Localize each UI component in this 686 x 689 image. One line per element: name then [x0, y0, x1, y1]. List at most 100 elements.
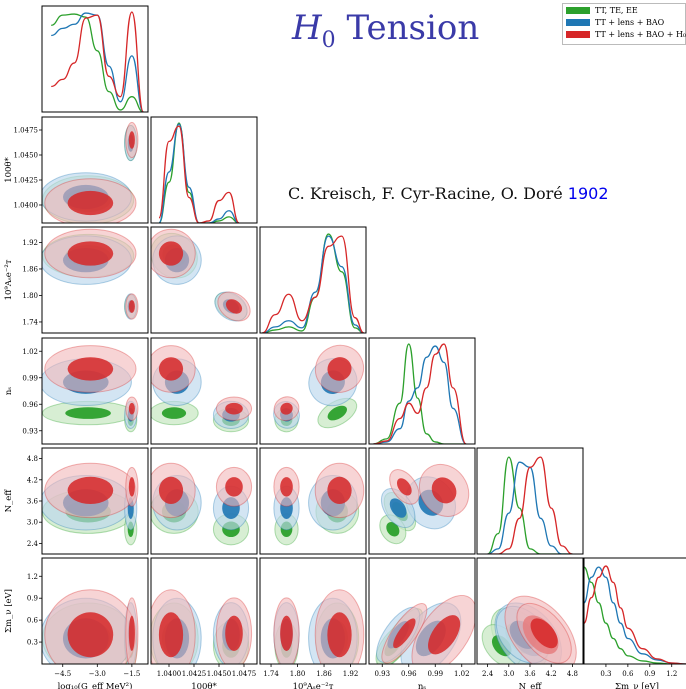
- x-tick-label: 4.2: [546, 670, 557, 678]
- marginal-curve-1: [584, 566, 686, 664]
- marginal-curve-2: [487, 456, 573, 554]
- y-tick-label: 1.0450: [14, 152, 39, 160]
- author-credit: C. Kreisch, F. Cyr-Racine, O. Doré 1902: [288, 184, 609, 203]
- contour-inner-4: [327, 476, 352, 505]
- marginal-curve-2: [584, 565, 686, 664]
- panel-2-2: [259, 226, 367, 334]
- y-tick-label: 1.0400: [14, 202, 39, 210]
- legend-label-blue: TT + lens + BAO: [595, 17, 665, 27]
- y-tick-label: 2.4: [27, 540, 39, 548]
- y-axis-label: nₛ: [4, 387, 14, 395]
- panel-4-2: [259, 447, 367, 555]
- panel-1-1: [150, 116, 258, 224]
- contour-inner-5: [280, 402, 293, 415]
- y-tick-label: 0.99: [22, 374, 38, 382]
- contour-inner-5: [225, 477, 243, 497]
- y-tick-label: 3.0: [27, 519, 38, 527]
- x-tick-label: 0.3: [600, 670, 611, 678]
- y-axis-label: N_eff: [4, 489, 14, 513]
- panel-3-0: 0.93 0.96 0.99 1.02 nₛ: [4, 337, 149, 445]
- panel-0-0: [41, 5, 149, 113]
- legend-swatch-blue: [566, 18, 590, 26]
- panel-1-0: 1.0400 1.0425 1.0450 1.0475 100θ*: [4, 116, 149, 224]
- contour-inner-5: [128, 477, 135, 497]
- panel-5-0: −4.5 −3.0 −1.5 log₁₀(G_eff MeV²) 0.3 0.6 0.9 1.…: [4, 557, 149, 689]
- panel-4-4: [476, 447, 584, 555]
- contour-inner-4: [67, 476, 114, 505]
- legend-entry-red: TT + lens + BAO + H₀: [563, 28, 686, 40]
- y-tick-label: 1.02: [22, 348, 38, 356]
- panel-5-2: 1.74 1.80 1.86 1.92 10⁹Aₛe⁻²ᴛ: [259, 557, 367, 689]
- marginal-curve-0: [51, 13, 144, 112]
- contour-inner-3: [389, 498, 407, 518]
- panel-frame: [368, 447, 476, 555]
- panel-3-1: [150, 337, 258, 445]
- marginal-curve-0: [584, 566, 686, 664]
- x-tick-label: 1.0425: [182, 670, 207, 678]
- panel-4-3: [368, 447, 476, 555]
- y-tick-label: 1.0425: [14, 177, 39, 185]
- marginal-curve-0: [373, 343, 467, 444]
- x-tick-label: −1.5: [123, 670, 140, 678]
- panel-frame: [476, 447, 584, 555]
- x-axis-label: N_eff: [519, 682, 543, 689]
- marginal-curve-2: [51, 11, 145, 112]
- marginal-curve-2: [158, 125, 240, 223]
- legend-swatch-red: [566, 30, 590, 38]
- panel-frame: [150, 337, 258, 445]
- y-tick-label: 4.2: [27, 476, 38, 484]
- x-tick-label: 1.0450: [207, 670, 232, 678]
- legend: TT, TE, EE TT + lens + BAO TT + lens + B…: [562, 3, 686, 45]
- x-axis-label: 100θ*: [191, 682, 217, 689]
- x-tick-label: 1.0475: [232, 670, 257, 678]
- x-tick-label: 3.0: [503, 670, 514, 678]
- contour-inner-4: [327, 612, 352, 658]
- x-tick-label: 3.6: [524, 670, 536, 678]
- y-tick-label: 1.92: [22, 239, 38, 247]
- y-axis-label: Σm_ν [eV]: [4, 589, 14, 633]
- marginal-curve-2: [373, 343, 467, 444]
- contour-inner-5: [280, 615, 293, 651]
- panel-frame: [368, 557, 476, 665]
- x-tick-label: −4.5: [54, 670, 71, 678]
- panel-frame: [41, 337, 149, 445]
- x-tick-label: 0.9: [644, 670, 655, 678]
- legend-label-red: TT + lens + BAO + H₀: [595, 29, 686, 39]
- contour-inner-5: [225, 299, 243, 314]
- y-tick-label: 1.0475: [14, 127, 39, 135]
- x-tick-label: 1.80: [290, 670, 306, 678]
- contour-inner-5: [396, 478, 412, 496]
- contour-inner-4: [158, 357, 184, 381]
- x-tick-label: 1.0400: [157, 670, 182, 678]
- contour-inner-4: [67, 612, 114, 658]
- panel-5-5: 0.3 0.6 0.9 1.2 Σm_ν [eV]: [583, 557, 686, 689]
- author-names: C. Kreisch, F. Cyr-Racine, O. Doré: [288, 184, 563, 203]
- y-axis-label: 100θ*: [4, 156, 14, 182]
- legend-entry-blue: TT + lens + BAO: [563, 16, 685, 28]
- contour-inner-4: [431, 477, 457, 504]
- contour-inner-4: [67, 190, 114, 216]
- legend-label-green: TT, TE, EE: [595, 5, 638, 15]
- y-tick-label: 1.74: [22, 318, 38, 326]
- legend-entry-green: TT, TE, EE: [563, 4, 685, 16]
- panel-frame: [259, 557, 367, 665]
- x-axis-label: log₁₀(G_eff MeV²): [58, 681, 133, 689]
- reference-link[interactable]: 1902: [567, 184, 609, 203]
- panel-3-2: [259, 337, 367, 445]
- panel-4-1: [150, 447, 258, 555]
- y-tick-label: 0.96: [22, 401, 38, 409]
- y-tick-label: 1.80: [22, 292, 38, 300]
- x-tick-label: 1.92: [343, 670, 359, 678]
- marginal-curve-1: [487, 461, 573, 554]
- panel-2-1: [150, 226, 258, 334]
- contour-inner-5: [393, 618, 416, 649]
- contour-inner-1: [386, 522, 400, 537]
- y-tick-label: 0.3: [27, 639, 38, 647]
- panel-frame: [41, 557, 149, 665]
- contour-inner-0: [327, 405, 347, 421]
- panel-3-3: [368, 337, 476, 445]
- contour-inner-5: [128, 402, 135, 415]
- x-tick-label: −3.0: [89, 670, 106, 678]
- marginal-curve-1: [262, 235, 364, 333]
